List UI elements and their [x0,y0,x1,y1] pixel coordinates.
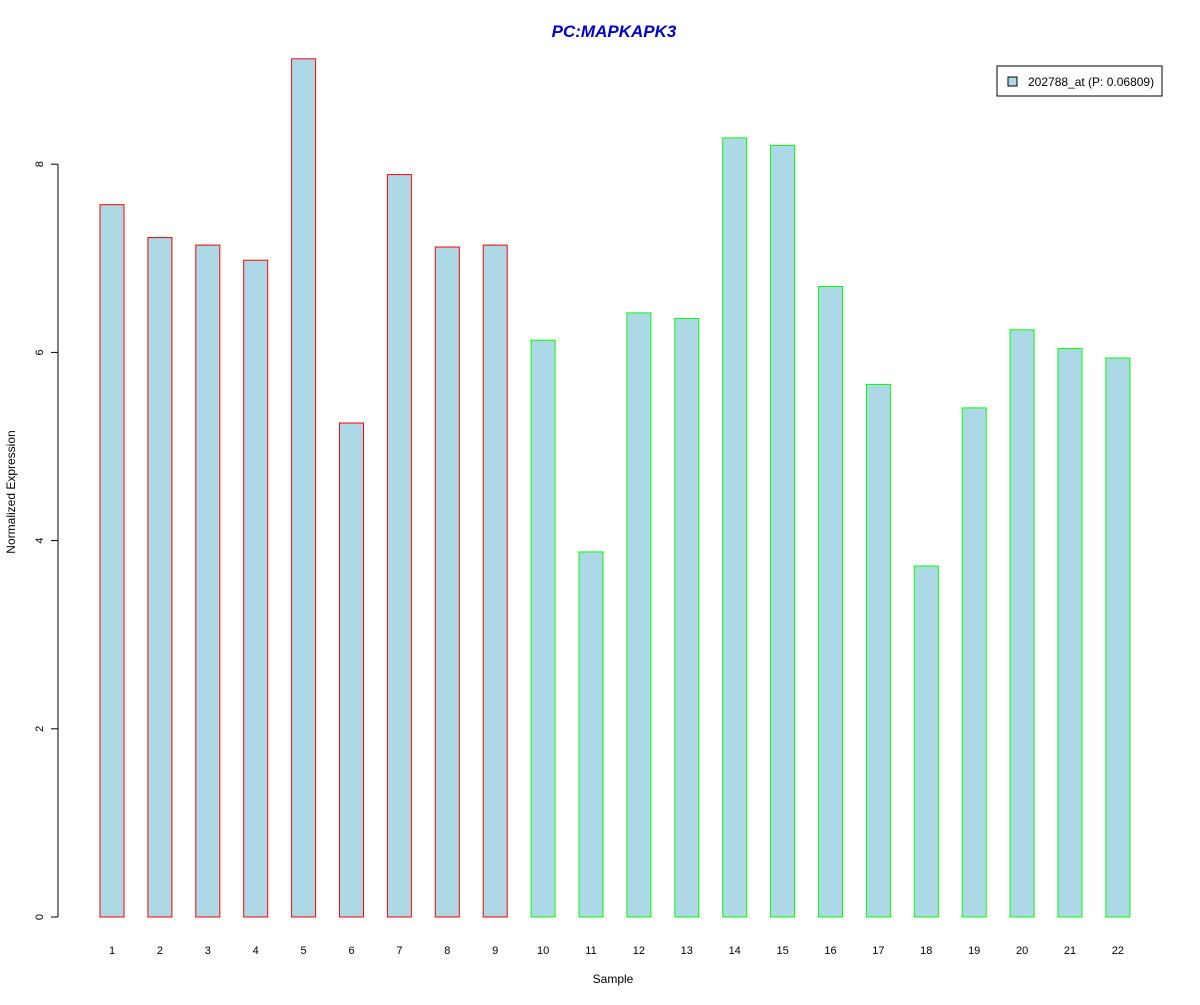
x-tick-label: 18 [920,945,932,957]
x-tick-label: 19 [968,945,980,957]
bar-sample-19 [961,407,987,918]
x-tick-label: 14 [729,945,741,957]
bar-sample-9 [482,244,508,918]
y-axis-label: Normalized Expression [4,430,18,553]
bar-sample-21 [1057,348,1083,918]
x-tick-label: 7 [396,945,402,957]
bar-sample-15 [770,144,796,918]
bar-sample-10 [530,339,556,918]
bar-sample-6 [339,422,364,918]
x-tick-label: 5 [301,945,307,957]
y-tick-label: 6 [34,349,46,355]
y-tick-label: 8 [34,161,46,167]
bar-sample-3 [195,244,221,918]
x-tick-label: 20 [1016,945,1028,957]
x-tick-label: 11 [585,945,596,957]
bar-sample-12 [626,312,652,918]
bar-sample-7 [386,174,412,918]
bars-layer [99,58,1131,918]
x-tick-label: 3 [205,945,211,957]
bar-sample-1 [99,204,125,918]
legend-box [996,65,1163,97]
legend-label: 202788_at (P: 0.06809) [1028,75,1154,89]
x-tick-label: 4 [253,945,259,957]
bar-sample-17 [865,383,891,918]
x-axis-label: Sample [593,972,634,986]
x-tick-label: 6 [348,945,354,957]
x-tick-label: 17 [872,945,884,957]
x-tick-label: 15 [776,945,788,957]
y-tick-label: 0 [34,914,46,920]
bar-sample-13 [674,318,700,918]
bar-sample-14 [722,137,748,918]
x-tick-label: 21 [1064,945,1076,957]
legend-swatch [1007,76,1018,87]
chart-title: PC:MAPKAPK3 [552,22,677,41]
x-tick-label: 13 [681,945,693,957]
x-tick-label: 10 [537,945,549,957]
x-tick-label: 8 [444,945,450,957]
bar-sample-4 [243,259,269,918]
x-tick-label: 12 [633,945,645,957]
legend: 202788_at (P: 0.06809) [996,65,1163,97]
bar-sample-16 [818,286,843,918]
x-axis-tick-labels: 1 2 3 4 5 6 7 8 9 10 11 12 13 14 15 16 17 18 19 20 21 22 [109,945,1124,957]
x-tick-label: 1 [109,945,115,957]
bar-sample-8 [434,246,460,918]
y-axis: 0 2 4 6 8 [34,161,59,920]
bar-sample-22 [1105,357,1131,918]
x-tick-label: 16 [824,945,836,957]
y-tick-label: 4 [34,538,46,544]
x-tick-label: 2 [157,945,163,957]
y-tick-label: 2 [34,726,46,732]
x-tick-label: 9 [492,945,498,957]
bar-sample-18 [913,565,939,918]
bar-sample-5 [291,58,317,918]
bar-sample-20 [1009,329,1035,918]
bar-sample-2 [147,237,173,918]
x-tick-label: 22 [1112,945,1124,957]
bar-sample-11 [578,551,604,918]
